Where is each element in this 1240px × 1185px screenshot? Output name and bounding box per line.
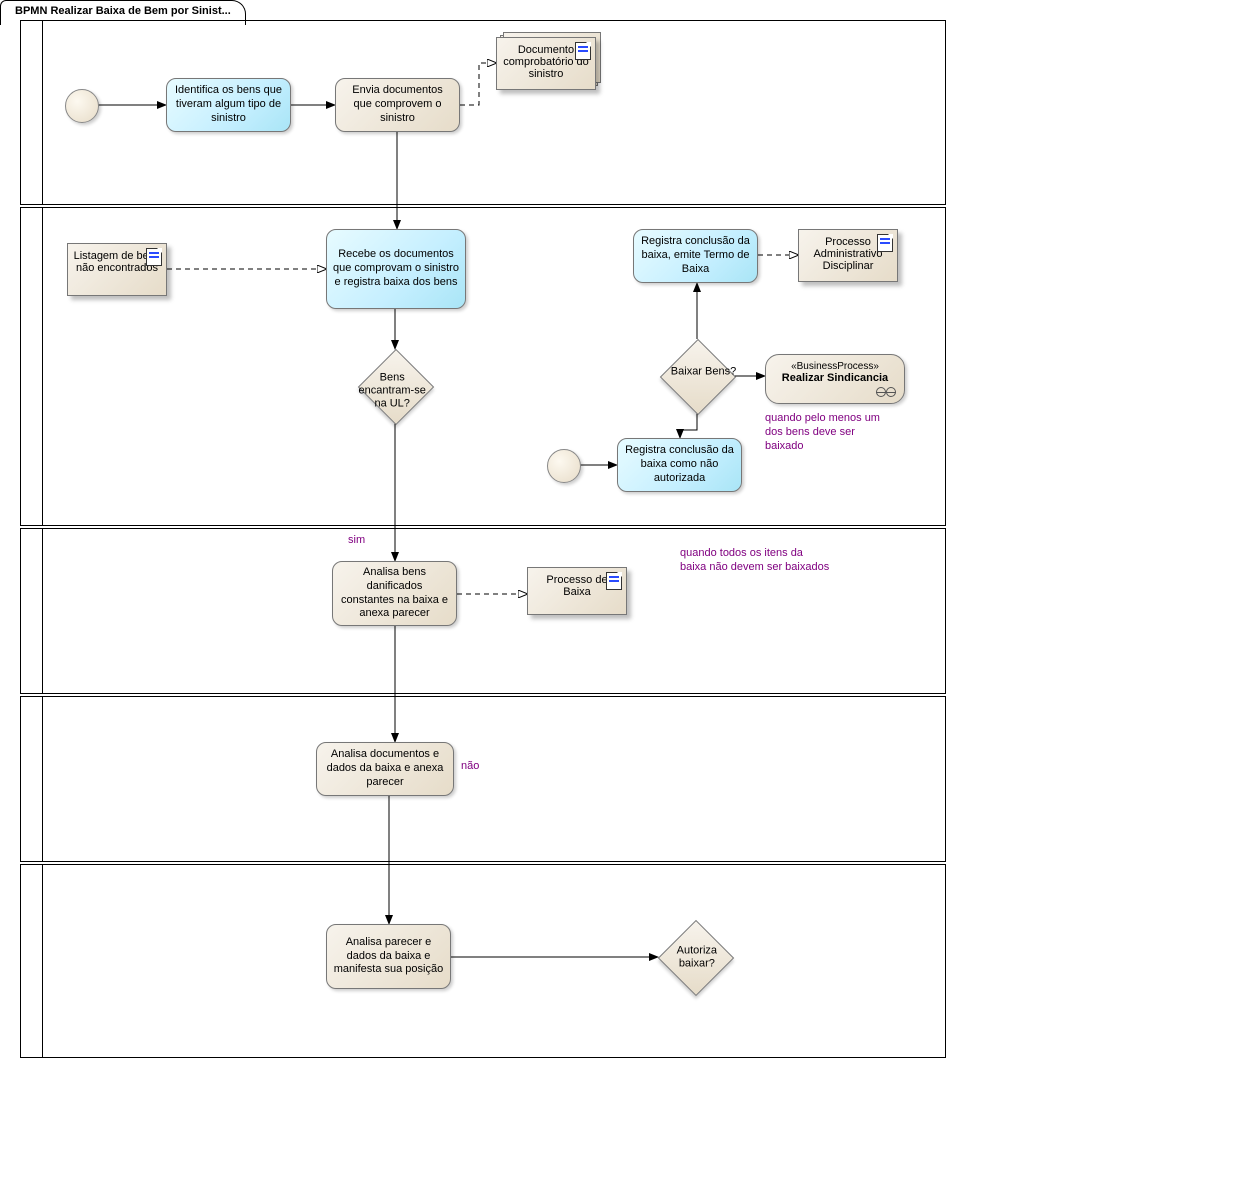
swimlane-4 <box>20 696 946 862</box>
edge-label-sim: sim <box>346 534 367 546</box>
stereotype-label: «BusinessProcess» <box>774 361 896 372</box>
task-analisa-bens-danificados: Analisa bens danificados constantes na b… <box>332 561 457 626</box>
artifact-listagem: Listagem de bens não encontrados <box>67 243 167 296</box>
callactivity-sindicancia: «BusinessProcess» Realizar Sindicancia <box>765 354 905 404</box>
start-event-2 <box>547 449 581 483</box>
task-label: Analisa documentos e dados da baixa e an… <box>323 748 447 789</box>
swimlane-1 <box>20 20 946 205</box>
task-recebe-documentos: Recebe os documentos que comprovam o sin… <box>326 229 466 309</box>
note-text: quando pelo menos um dos bens deve ser b… <box>765 412 880 452</box>
edge-label-nao: não <box>459 760 481 772</box>
document-icon <box>575 42 591 60</box>
task-label: Analisa parecer e dados da baixa e manif… <box>333 936 444 977</box>
task-label: Identifica os bens que tiveram algum tip… <box>173 84 284 125</box>
gateway-label: Baixar Bens? <box>667 365 740 378</box>
bpmn-diagram-canvas: { "diagram": { "type": "flowchart", "tit… <box>0 0 1240 1185</box>
task-identifica-bens: Identifica os bens que tiveram algum tip… <box>166 78 291 132</box>
note-text: quando todos os itens da baixa não devem… <box>680 547 829 573</box>
task-envia-documentos: Envia documentos que comprovem o sinistr… <box>335 78 460 132</box>
task-analisa-parecer: Analisa parecer e dados da baixa e manif… <box>326 924 451 989</box>
task-registra-nao-autorizada: Registra conclusão da baixa como não aut… <box>617 438 742 492</box>
note-quando-pelo-menos: quando pelo menos um dos bens deve ser b… <box>765 412 895 453</box>
task-analisa-documentos: Analisa documentos e dados da baixa e an… <box>316 742 454 796</box>
diagram-title: BPMN Realizar Baixa de Bem por Sinist... <box>15 5 231 17</box>
swimlane-5 <box>20 864 946 1058</box>
document-icon <box>877 234 893 252</box>
artifact-processo-baixa: Processo de Baixa <box>527 567 627 615</box>
task-label: Recebe os documentos que comprovam o sin… <box>333 248 459 289</box>
task-registra-conclusao-emite: Registra conclusão da baixa, emite Termo… <box>633 229 758 283</box>
task-label: Analisa bens danificados constantes na b… <box>339 566 450 621</box>
document-icon <box>146 248 162 266</box>
start-event-1 <box>65 89 99 123</box>
document-icon <box>606 572 622 590</box>
gateway-label: Autoriza baixar? <box>660 944 733 970</box>
artifact-doc-sinistro: Documento comprobatório do sinistro <box>496 37 596 90</box>
callactivity-label: Realizar Sindicancia <box>774 372 896 384</box>
gateway-label: Bens encantram-se na UL? <box>356 371 429 411</box>
task-label: Envia documentos que comprovem o sinistr… <box>342 84 453 125</box>
note-quando-todos: quando todos os itens da baixa não devem… <box>680 547 830 575</box>
task-label: Registra conclusão da baixa, emite Termo… <box>640 235 751 276</box>
artifact-pad: Processo Administrativo Disciplinar <box>798 229 898 282</box>
task-label: Registra conclusão da baixa como não aut… <box>624 444 735 485</box>
